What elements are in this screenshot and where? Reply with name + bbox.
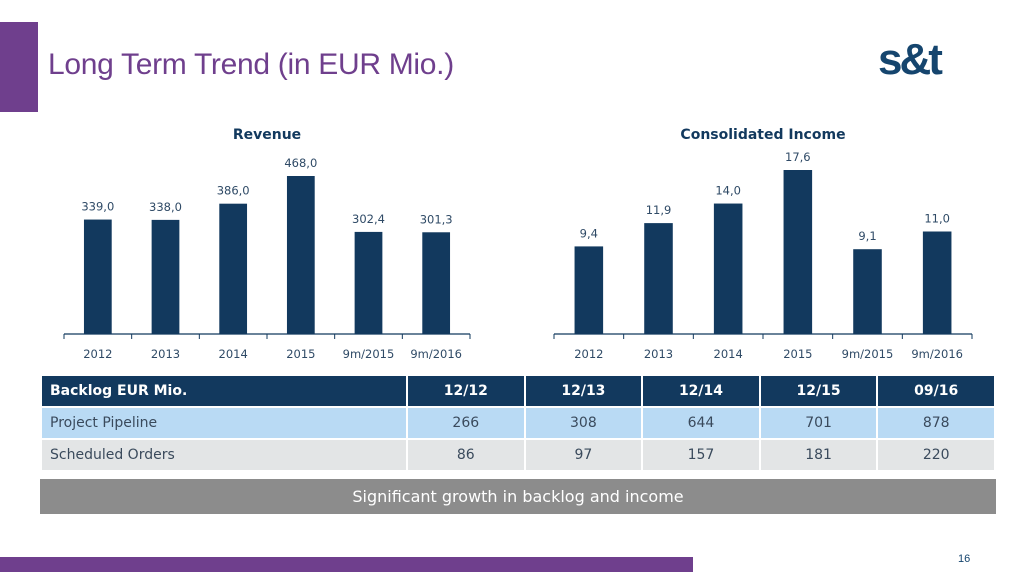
table-header-cell: 12/14 — [643, 376, 759, 406]
table-cell: 181 — [760, 438, 877, 470]
data-label: 17,6 — [785, 150, 811, 164]
data-label: 9,4 — [580, 226, 598, 240]
data-label: 14,0 — [715, 184, 741, 198]
chart-title: Revenue — [233, 127, 301, 143]
bar — [644, 223, 673, 334]
x-tick-label: 2012 — [574, 347, 603, 361]
row-label: Scheduled Orders — [42, 438, 406, 470]
x-tick-label: 2014 — [714, 347, 743, 361]
data-label: 386,0 — [217, 184, 250, 198]
table-cell: 220 — [878, 438, 994, 470]
bar — [286, 176, 315, 334]
bar — [422, 232, 451, 334]
bar — [922, 231, 952, 334]
table-cell: 266 — [408, 406, 524, 438]
x-tick-label: 9m/2016 — [410, 347, 462, 361]
table-cell: 86 — [408, 438, 524, 470]
table-row: Scheduled Orders 86 97 157 181 220 — [42, 438, 994, 470]
x-tick-label: 2014 — [219, 347, 248, 361]
x-tick-label: 9m/2016 — [911, 347, 963, 361]
title-accent-bar — [0, 22, 38, 112]
summary-banner: Significant growth in backlog and income — [40, 479, 996, 514]
x-tick-label: 2013 — [151, 347, 180, 361]
x-tick-label: 2015 — [286, 347, 315, 361]
table-row: Project Pipeline 266 308 644 701 878 — [42, 406, 994, 438]
table-cell: 878 — [878, 406, 994, 438]
table-cell: 97 — [525, 438, 642, 470]
x-tick-label: 2013 — [644, 347, 673, 361]
data-label: 9,1 — [858, 229, 876, 243]
x-tick-label: 9m/2015 — [842, 347, 894, 361]
data-label: 338,0 — [149, 200, 182, 214]
bar — [83, 219, 112, 334]
bar — [354, 231, 383, 334]
data-label: 301,3 — [420, 212, 453, 226]
charts-canvas: Revenue 339,0 2012 338,0 2013 386,0 2014 468,0 2… — [63, 127, 973, 361]
bar — [783, 170, 813, 334]
table-cell: 701 — [760, 406, 877, 438]
table-cell: 644 — [643, 406, 759, 438]
table-header-cell: 12/12 — [408, 376, 524, 406]
bar — [853, 249, 882, 334]
bar — [574, 246, 604, 334]
x-tick-label: 9m/2015 — [343, 347, 395, 361]
bar — [219, 203, 248, 334]
table-cell: 308 — [525, 406, 642, 438]
page-title: Long Term Trend (in EUR Mio.) — [48, 48, 454, 81]
chart-title: Consolidated Income — [680, 127, 845, 143]
x-tick-label: 2015 — [783, 347, 812, 361]
backlog-table: Backlog EUR Mio. 12/12 12/13 12/14 12/15… — [40, 376, 996, 470]
table-header-cell: Backlog EUR Mio. — [42, 376, 406, 406]
data-label: 302,4 — [352, 212, 385, 226]
table-header-row: Backlog EUR Mio. 12/12 12/13 12/14 12/15… — [42, 376, 994, 406]
company-logo: s&t — [878, 35, 943, 84]
data-label: 11,0 — [924, 212, 950, 226]
table-header-cell: 12/13 — [525, 376, 642, 406]
table-header-cell: 12/15 — [760, 376, 877, 406]
bar — [151, 219, 180, 334]
data-label: 11,9 — [646, 203, 672, 217]
data-label: 339,0 — [81, 200, 114, 214]
table-header-cell: 09/16 — [878, 376, 994, 406]
table-cell: 157 — [643, 438, 759, 470]
row-label: Project Pipeline — [42, 406, 406, 438]
data-label: 468,0 — [284, 156, 317, 170]
bar — [713, 203, 743, 334]
footer-accent-bar — [0, 557, 693, 572]
page-number: 16 — [958, 553, 971, 565]
x-tick-label: 2012 — [83, 347, 112, 361]
